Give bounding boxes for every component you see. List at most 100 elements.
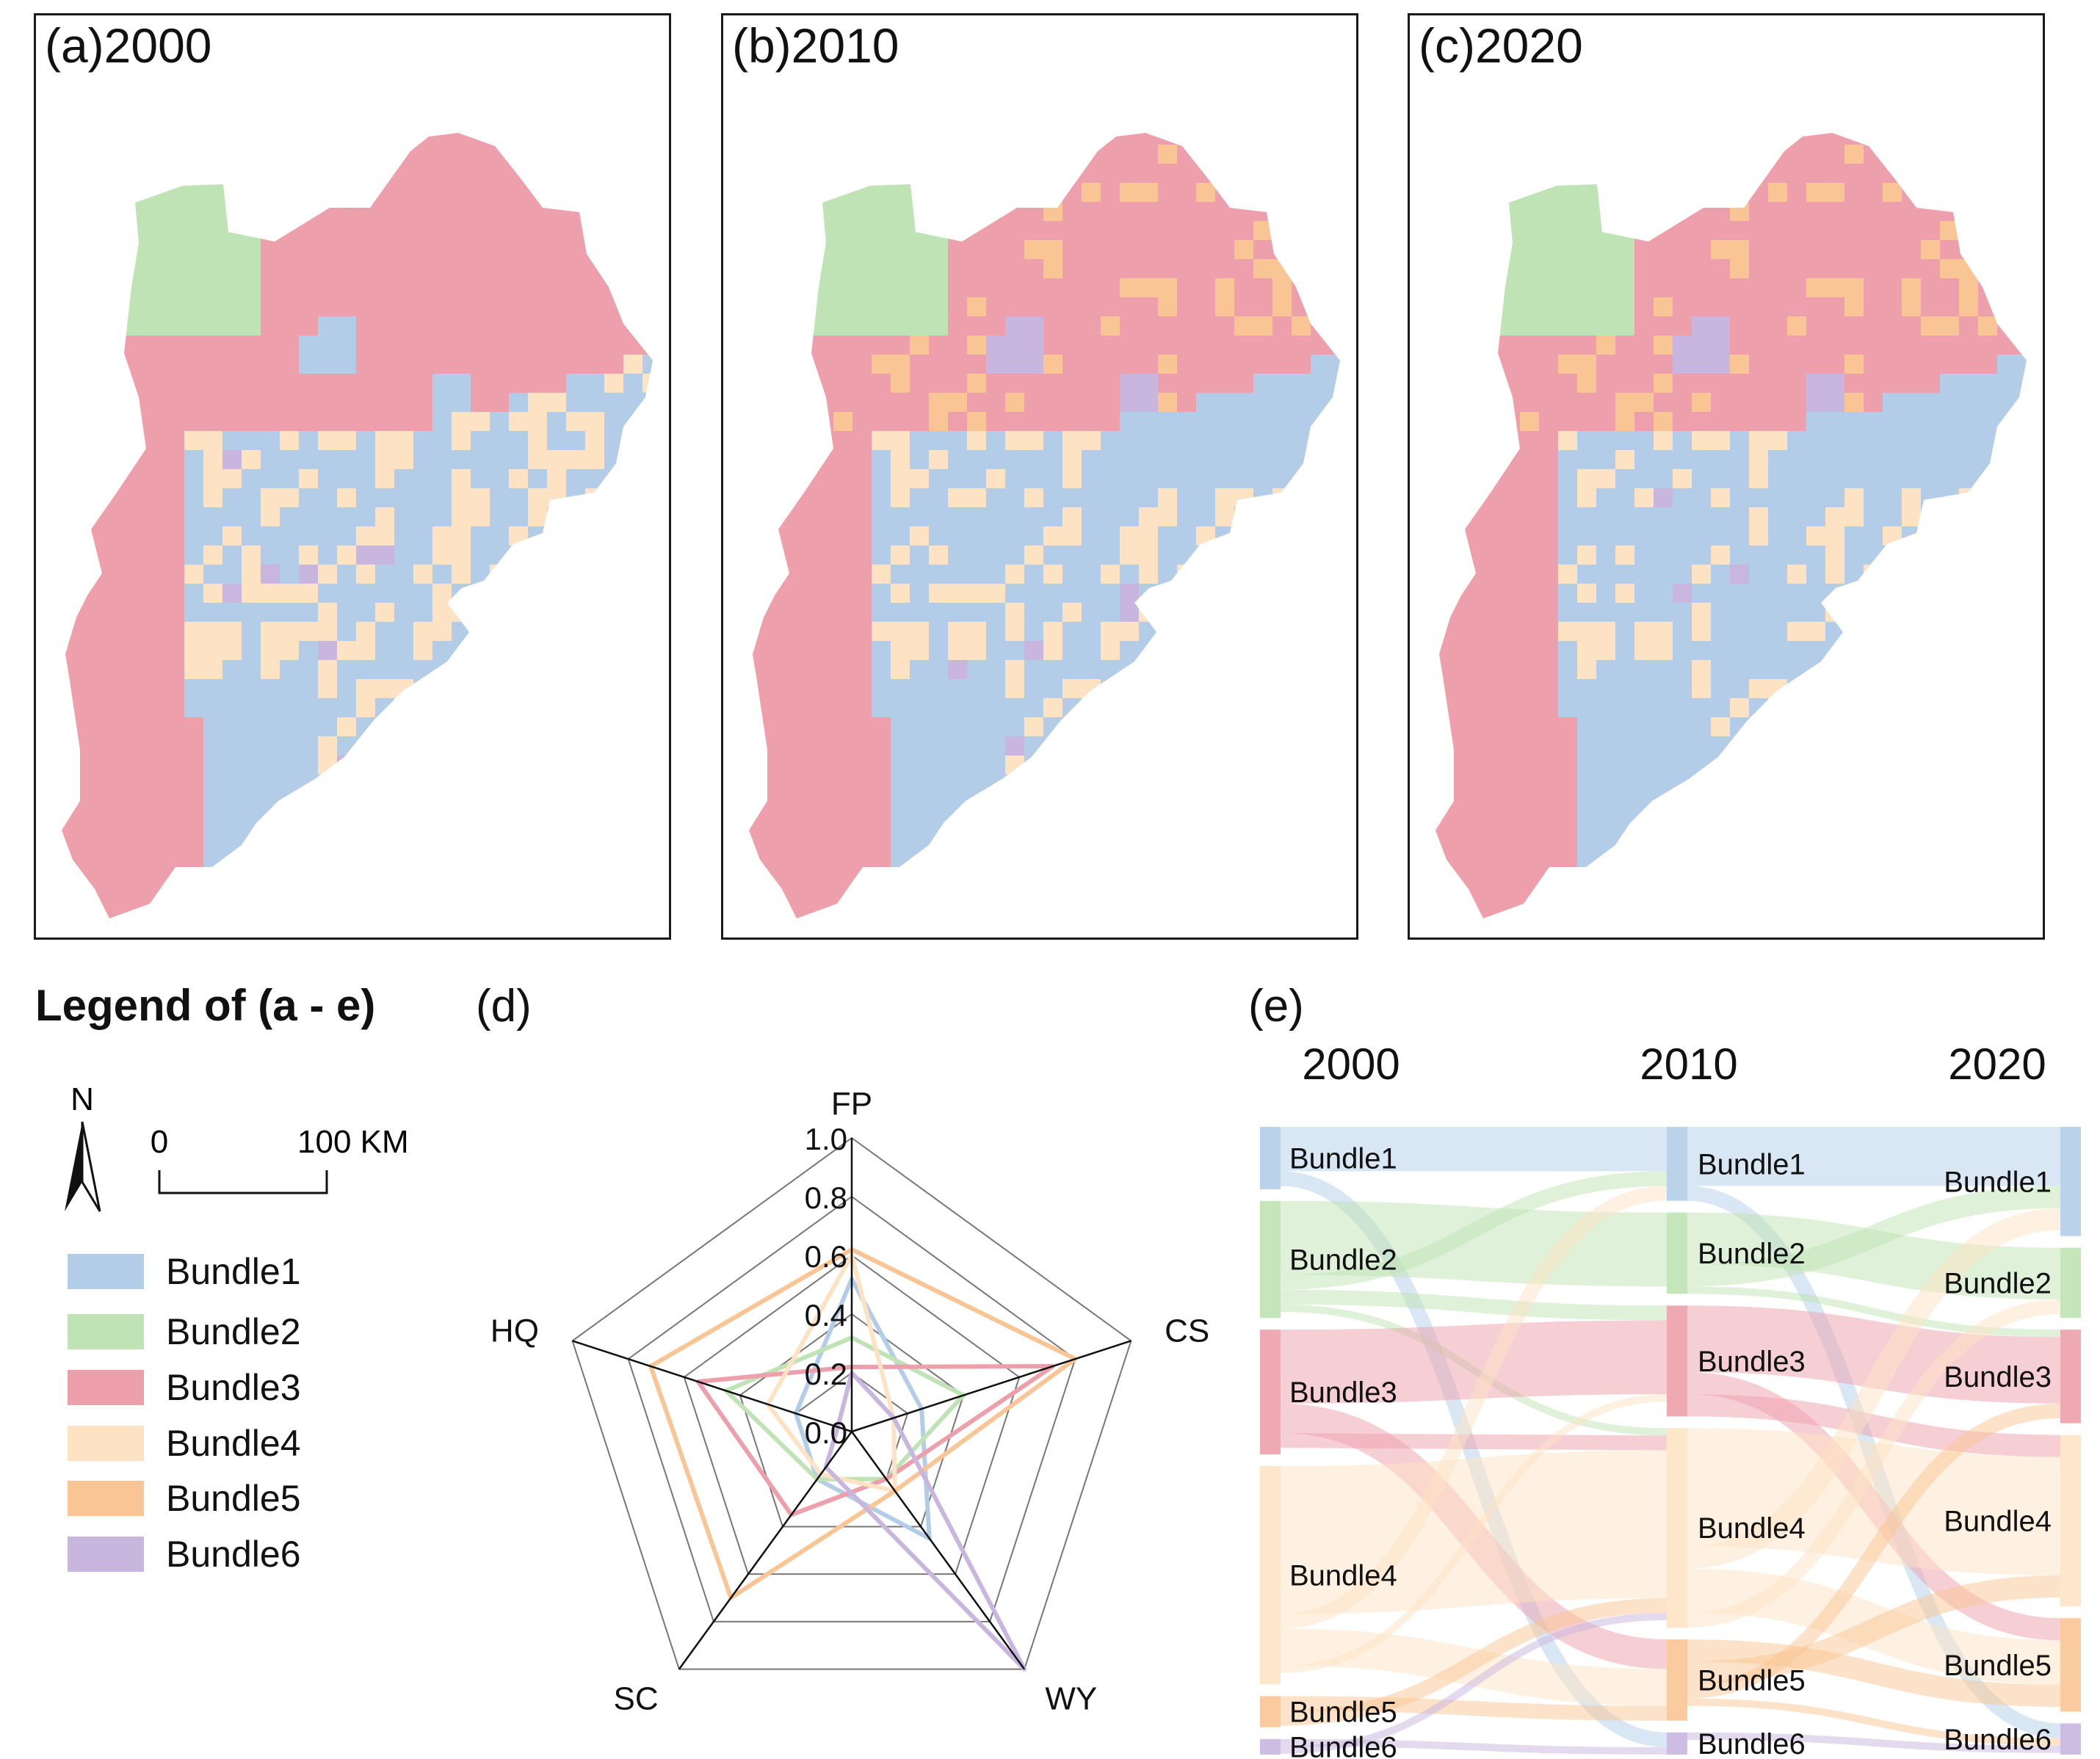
map-cell <box>776 717 795 736</box>
map-cell <box>299 278 318 297</box>
map-cell <box>146 488 165 507</box>
map-cell <box>814 278 833 297</box>
map-cell <box>1311 133 1330 145</box>
map-cell <box>623 164 642 183</box>
map-cell <box>1501 488 1520 507</box>
map-cell <box>967 507 986 526</box>
map-cell <box>1043 584 1062 603</box>
map-cell <box>585 278 604 297</box>
map-cell <box>1692 221 1711 240</box>
map-cell <box>623 832 642 851</box>
map-cell <box>910 393 929 412</box>
map-cell <box>1253 278 1272 297</box>
map-cell <box>642 507 653 526</box>
map-cell <box>1539 316 1558 336</box>
map-cell <box>1577 507 1596 526</box>
map-cell <box>1596 545 1615 565</box>
map-cell <box>1615 736 1634 755</box>
map-cell <box>604 202 623 221</box>
map-cell <box>1634 297 1654 316</box>
map-cell <box>604 488 623 507</box>
map-cell <box>1844 469 1864 488</box>
map-cell <box>1501 431 1520 450</box>
map-cell <box>127 641 146 660</box>
map-cell <box>1043 240 1062 259</box>
map-cell <box>910 278 929 297</box>
map-cell <box>203 775 222 794</box>
map-cell <box>1139 870 1158 889</box>
map-cell <box>1844 133 1864 145</box>
map-cell <box>490 507 509 526</box>
map-cell <box>1634 832 1654 851</box>
map-cell <box>432 202 452 221</box>
map-cell <box>1101 202 1120 221</box>
map-cell <box>1024 755 1043 775</box>
map-cell <box>1043 183 1062 202</box>
map-cell <box>222 145 242 164</box>
map-cell <box>2016 832 2027 851</box>
map-cell <box>1940 469 1959 488</box>
map-cell <box>1215 851 1234 870</box>
map-cell <box>1692 374 1711 393</box>
map-cell <box>127 240 146 259</box>
map-cell <box>452 240 471 259</box>
map-cell <box>280 469 299 488</box>
map-cell <box>749 717 757 736</box>
map-cell <box>356 851 375 870</box>
map-cell <box>1615 603 1634 622</box>
map-cell <box>1043 889 1062 908</box>
map-cell <box>242 278 261 297</box>
radar-series-bundle6 <box>823 1371 1027 1672</box>
map-cell <box>948 259 967 278</box>
map-cell <box>1921 565 1940 584</box>
map-cell <box>1292 736 1311 755</box>
map-cell <box>108 240 127 259</box>
map-cell <box>814 450 833 469</box>
map-cell <box>1673 755 1692 775</box>
map-cell <box>1558 889 1577 908</box>
map-cell <box>1921 622 1940 641</box>
map-cell <box>1101 660 1120 679</box>
map-cell <box>776 469 795 488</box>
map-cell <box>1196 412 1215 431</box>
map-cell <box>509 832 528 851</box>
map-cell <box>1463 202 1482 221</box>
map-cell <box>89 145 108 164</box>
map-cell <box>547 278 566 297</box>
map-cell <box>1501 660 1520 679</box>
map-cell <box>1482 794 1501 813</box>
map-cell <box>757 736 776 755</box>
map-cell <box>929 717 948 736</box>
map-cell <box>1978 183 1997 202</box>
map-cell <box>394 565 413 584</box>
map-cell <box>910 717 929 736</box>
map-cell <box>1558 336 1577 355</box>
map-cell <box>1806 297 1825 316</box>
map-cell <box>1330 431 1340 450</box>
map-cell <box>1558 374 1577 393</box>
map-cell <box>1435 679 1444 698</box>
map-cell <box>1883 813 1902 832</box>
map-cell <box>1711 660 1730 679</box>
scale-end-label: 100 KM <box>297 1124 409 1160</box>
map-cell <box>623 297 642 316</box>
map-cell <box>1120 660 1139 679</box>
map-cell <box>70 221 89 240</box>
map-cell <box>1921 870 1940 889</box>
map-cell <box>1444 889 1463 908</box>
map-cell <box>127 603 146 622</box>
map-cell <box>1330 355 1340 374</box>
map-cell <box>203 507 222 526</box>
map-scale-and-north: N 0 100 KM <box>65 1081 409 1212</box>
map-cell <box>1921 202 1940 221</box>
map-cell <box>1883 374 1902 393</box>
map-cell <box>1234 355 1253 374</box>
map-cell <box>432 469 452 488</box>
map-cell <box>375 393 394 412</box>
map-panel-2000: (a)2000 <box>34 13 671 940</box>
map-cell <box>1959 336 1978 355</box>
map-cell <box>1311 775 1330 794</box>
map-cell <box>1596 412 1615 431</box>
map-cell <box>89 641 108 660</box>
map-cell <box>1634 603 1654 622</box>
